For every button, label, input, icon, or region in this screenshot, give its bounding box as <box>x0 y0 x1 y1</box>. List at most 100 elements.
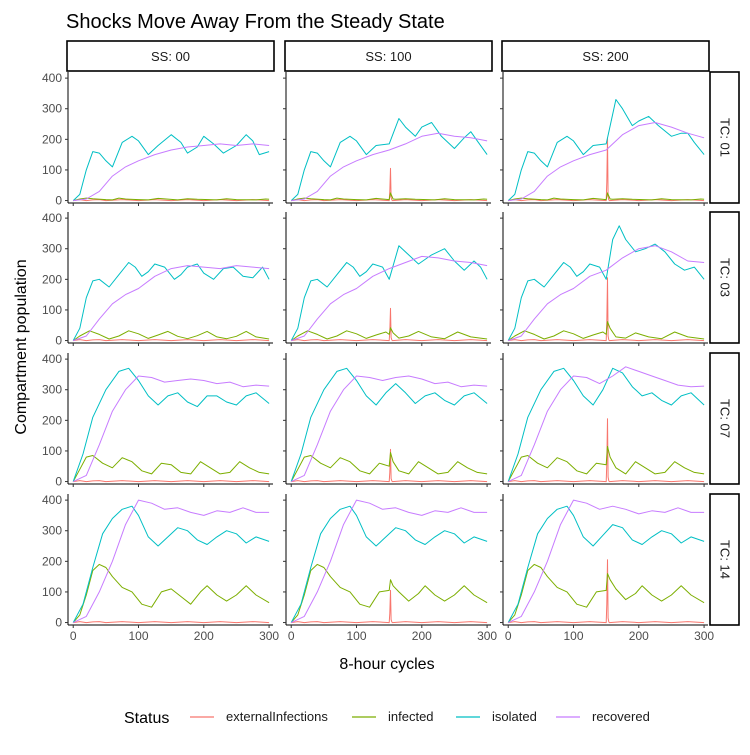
series-line-infected <box>72 330 270 342</box>
series-line-recovered <box>507 499 705 624</box>
series-line-externalinfections <box>73 480 270 483</box>
y-tick-label: 100 <box>42 585 62 599</box>
legend-title: Status <box>124 710 169 727</box>
x-tick-label: 200 <box>412 629 432 643</box>
series-line-isolated <box>290 245 488 341</box>
y-tick-label: 200 <box>42 132 62 146</box>
panel <box>283 353 491 487</box>
panel: 0 100 200 300 <box>500 494 714 643</box>
y-tick-label: 300 <box>42 102 62 116</box>
series-line-recovered <box>508 122 705 202</box>
panel: 0 100 200 300 <box>283 494 497 643</box>
y-tick-label: 0 <box>55 334 62 348</box>
series-line-recovered <box>290 499 488 624</box>
y-tick-label: 300 <box>42 524 62 538</box>
legend-item-recovered: recovered <box>556 709 650 724</box>
legend: externalInfections infected isolated recove… <box>190 709 650 724</box>
x-tick-label: 300 <box>694 629 714 643</box>
series-line-infected <box>72 563 270 623</box>
row-strip-label: TC: 01 <box>718 118 733 157</box>
series-line-recovered <box>72 499 270 624</box>
panel <box>500 212 708 346</box>
series-line-externalinfections <box>73 621 270 624</box>
x-tick-label: 0 <box>505 629 512 643</box>
series-line-externalinfections <box>73 339 270 342</box>
row-strip <box>709 493 740 626</box>
series-line-infected <box>508 192 705 202</box>
series-line-infected <box>72 455 270 482</box>
legend-label: externalInfections <box>226 709 328 724</box>
series-line-externalinfections <box>508 277 705 342</box>
x-tick-label: 0 <box>288 629 295 643</box>
x-tick-label: 100 <box>563 629 583 643</box>
y-tick-label: 200 <box>42 272 62 286</box>
series-line-externalinfections <box>291 589 488 624</box>
series-line-externalinfections <box>291 448 488 483</box>
series-line-recovered <box>72 375 270 483</box>
panel: 0 100 200 300 400 0 100 200 300 <box>42 493 279 643</box>
column-strip-label: SS: 100 <box>365 49 411 64</box>
legend-label: recovered <box>592 709 650 724</box>
series-line-externalinfections <box>508 559 705 624</box>
panels-layer: SS: 00 SS: 100 SS: 200 TC: 01 TC: 03 TC: 07 TC… <box>42 40 740 643</box>
series-line-infected <box>507 563 705 623</box>
legend-item-isolated: isolated <box>456 709 537 724</box>
series-line-isolated <box>290 367 488 482</box>
panel: 0 100 200 300 400 <box>42 71 273 208</box>
column-strip-label: SS: 00 <box>151 49 190 64</box>
x-axis-title: 8-hour cycles <box>339 656 434 673</box>
x-tick-label: 200 <box>629 629 649 643</box>
y-tick-label: 0 <box>55 616 62 630</box>
row-strip <box>709 71 740 204</box>
row-strip-label: TC: 03 <box>718 258 733 297</box>
x-tick-label: 200 <box>194 629 214 643</box>
series-line-isolated <box>507 99 705 201</box>
row-strip <box>709 211 740 344</box>
panel <box>500 353 708 487</box>
y-tick-label: 200 <box>42 554 62 568</box>
series-line-recovered <box>73 265 270 342</box>
row-strip-label: TC: 14 <box>718 540 733 579</box>
y-tick-label: 100 <box>42 303 62 317</box>
legend-label: isolated <box>492 709 537 724</box>
y-tick-label: 400 <box>42 211 62 225</box>
y-axis-title: Compartment population <box>13 259 30 434</box>
series-line-infected <box>73 197 270 202</box>
x-tick-label: 100 <box>346 629 366 643</box>
column-strip <box>66 40 275 72</box>
y-tick-label: 200 <box>42 413 62 427</box>
series-line-infected <box>290 452 488 482</box>
series-line-recovered <box>291 132 488 202</box>
series-line-recovered <box>290 375 488 483</box>
series-line-recovered <box>508 245 705 342</box>
series-line-isolated <box>507 225 705 341</box>
column-strip <box>501 40 710 72</box>
y-tick-label: 400 <box>42 352 62 366</box>
y-tick-label: 0 <box>55 194 62 208</box>
y-tick-label: 0 <box>55 475 62 489</box>
series-line-isolated <box>72 262 270 341</box>
series-line-infected <box>507 321 705 342</box>
panel: 0 100 200 300 400 <box>42 352 273 489</box>
series-line-infected <box>290 327 488 342</box>
panel <box>283 212 491 346</box>
series-line-isolated <box>507 505 705 623</box>
chart-title: Shocks Move Away From the Steady State <box>66 11 445 33</box>
y-tick-label: 300 <box>42 383 62 397</box>
legend-item-externalinfections: externalInfections <box>190 709 328 724</box>
legend-label: infected <box>388 709 434 724</box>
series-line-recovered <box>73 143 270 202</box>
legend-item-infected: infected <box>352 709 434 724</box>
series-line-isolated <box>290 505 488 623</box>
series-line-recovered <box>291 255 488 342</box>
series-line-infected <box>507 445 705 482</box>
panel <box>500 72 708 206</box>
series-line-recovered <box>507 366 705 483</box>
x-tick-label: 100 <box>128 629 148 643</box>
column-strip-label: SS: 200 <box>582 49 628 64</box>
x-tick-label: 300 <box>477 629 497 643</box>
series-line-infected <box>291 192 488 202</box>
panel <box>283 72 491 206</box>
x-tick-label: 300 <box>259 629 279 643</box>
